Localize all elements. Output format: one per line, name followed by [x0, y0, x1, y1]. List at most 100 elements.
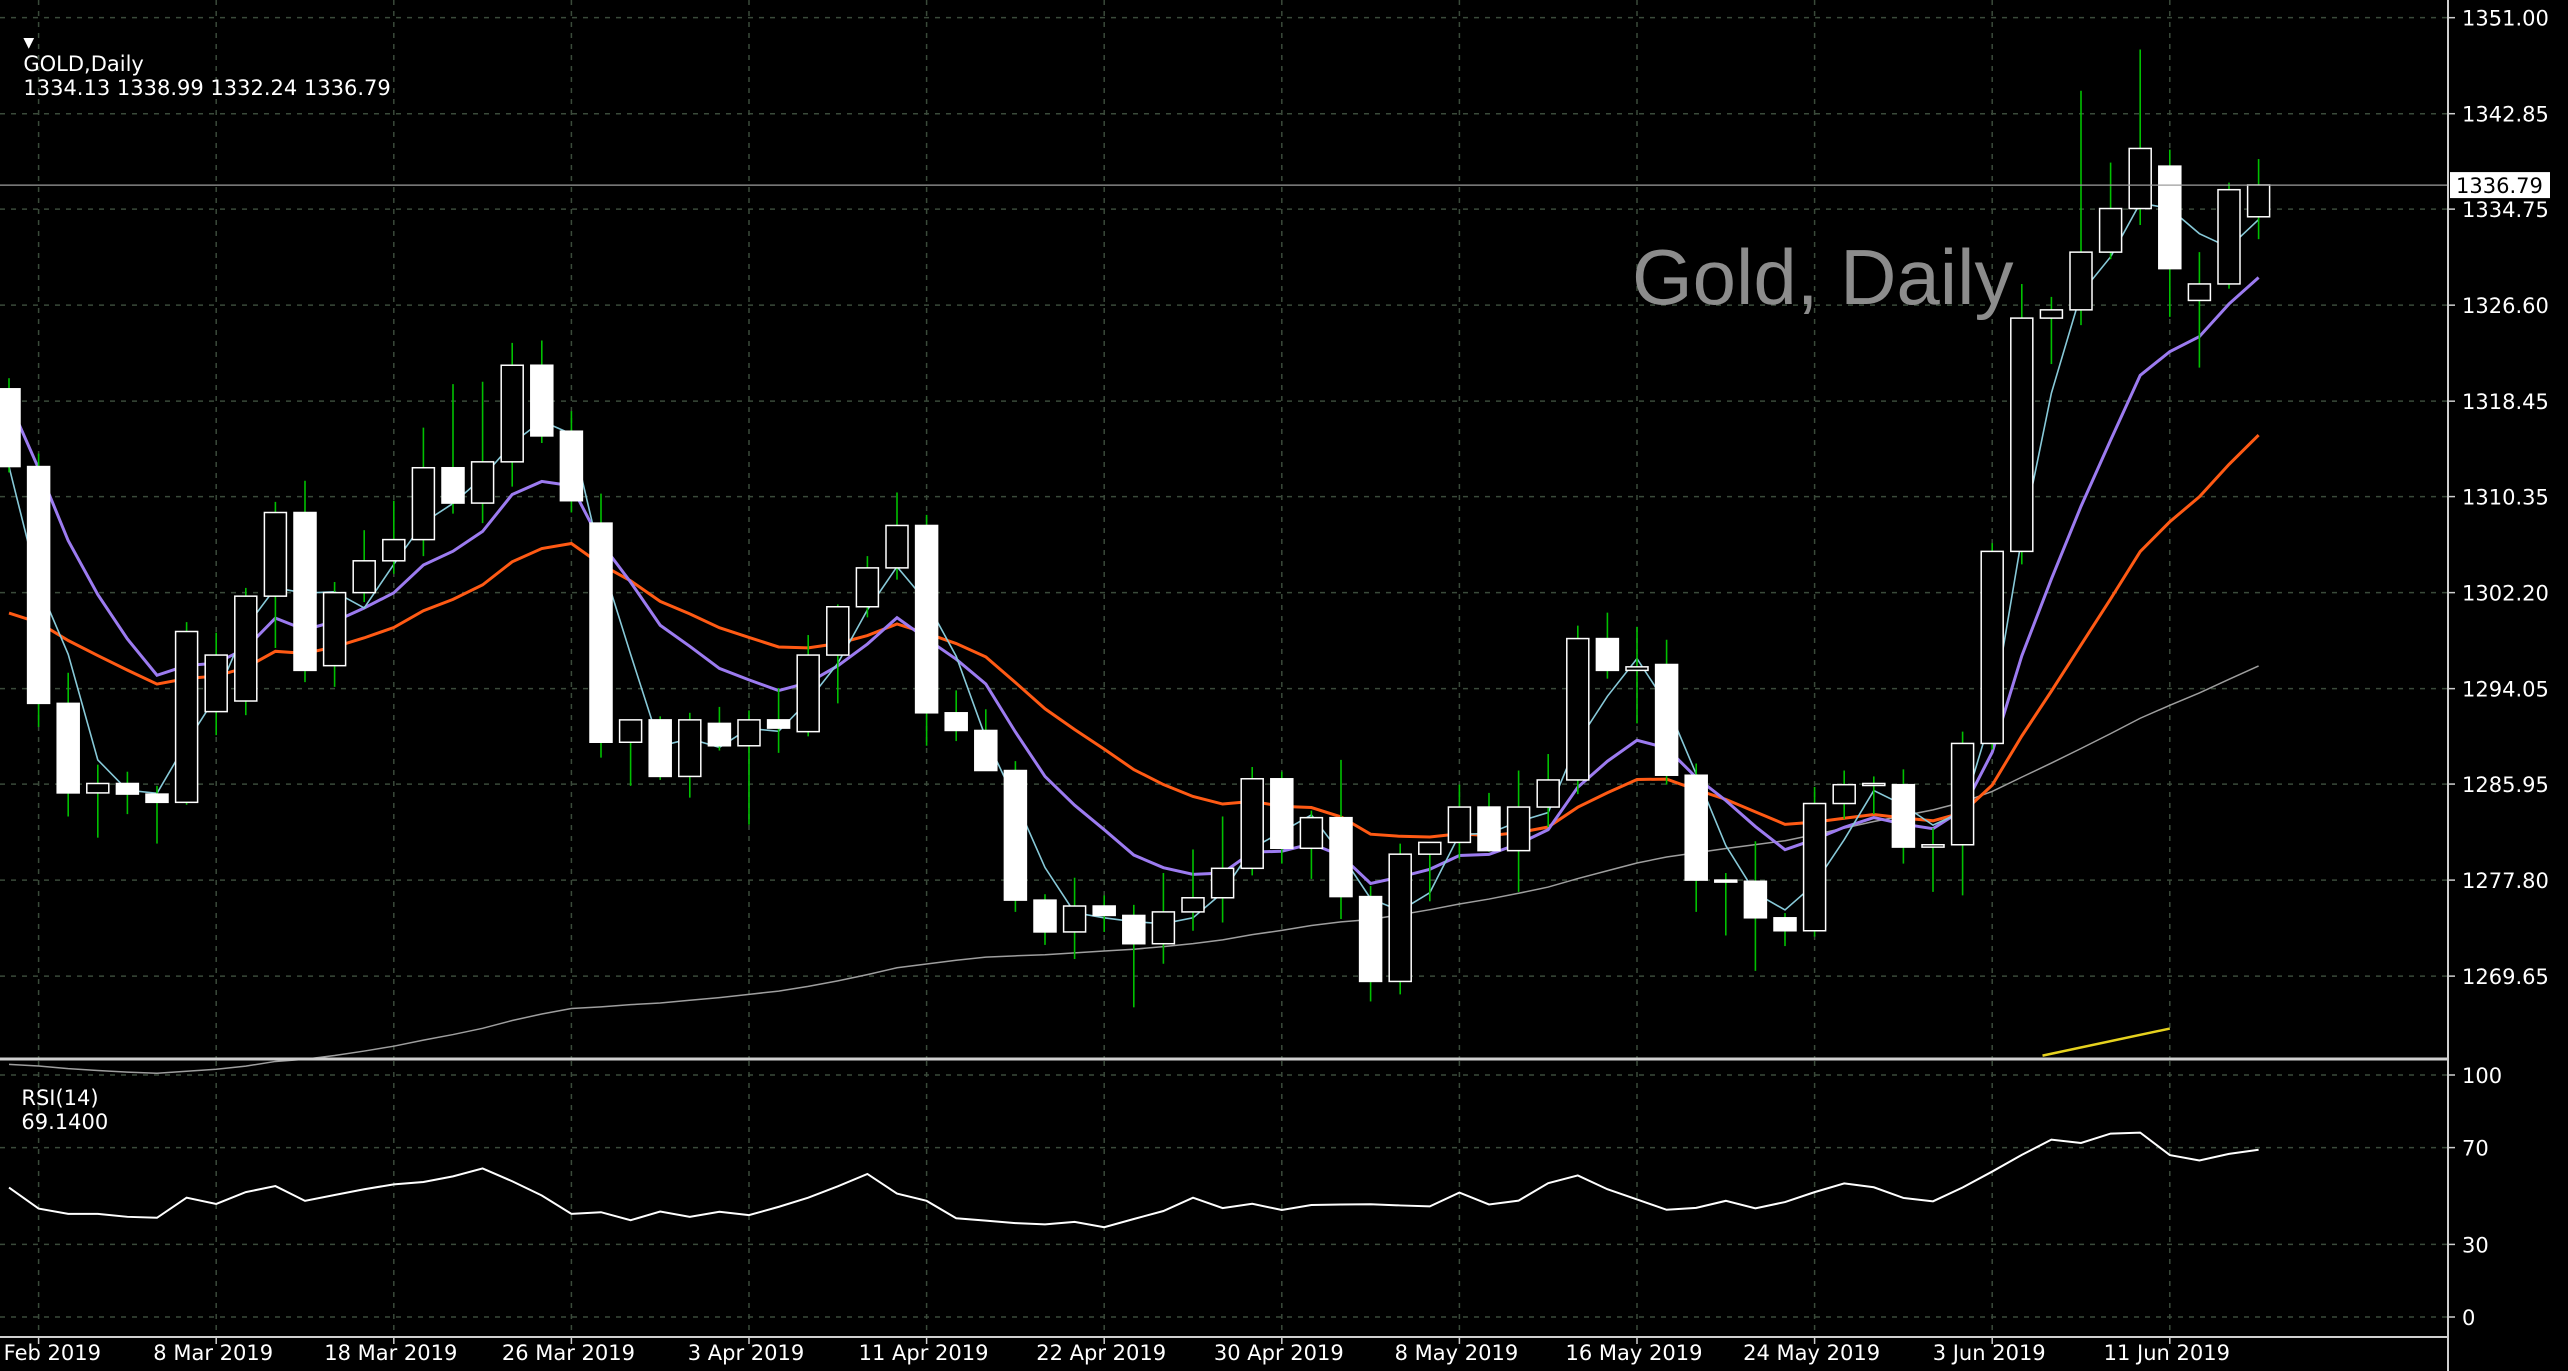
rsi-value: 69.1400 — [21, 1110, 109, 1134]
price-tick-label: 1302.20 — [2462, 582, 2549, 606]
candle — [1329, 759, 1353, 919]
price-tick-label: 1326.60 — [2462, 294, 2549, 318]
current-price-label: 1336.79 — [2456, 174, 2543, 198]
candle-body — [352, 560, 376, 594]
candle — [1210, 816, 1235, 923]
symbol-header: ▼ GOLD,Daily 1334.13 1338.99 1332.24 133… — [10, 4, 391, 100]
candle-body — [944, 712, 968, 732]
candle-body — [1240, 778, 1264, 870]
candle — [1950, 731, 1975, 896]
candle-body — [1684, 774, 1708, 881]
candle — [1240, 766, 1264, 876]
candle-body — [2098, 207, 2123, 253]
time-tick-label: 28 Feb 2019 — [0, 1341, 101, 1365]
header-dropdown-triangle-icon[interactable]: ▼ — [23, 35, 35, 51]
candle — [2158, 149, 2182, 317]
price-tick-label: 1334.75 — [2462, 198, 2549, 222]
candle — [1891, 769, 1916, 864]
candle — [441, 384, 465, 514]
candle-body — [441, 466, 465, 504]
candle-body — [500, 364, 524, 463]
candle — [974, 709, 998, 772]
candle-body — [1595, 637, 1620, 672]
candle — [2098, 162, 2123, 260]
candle — [234, 587, 258, 716]
rsi-label: RSI(14) — [21, 1086, 99, 1110]
candle — [1270, 771, 1294, 864]
rsi-tick-label: 0 — [2462, 1306, 2475, 1330]
candle — [1418, 841, 1442, 902]
symbol-timeframe-label: GOLD,Daily — [23, 52, 144, 76]
rsi-tick-label: 30 — [2462, 1233, 2489, 1257]
candle-body — [648, 719, 672, 778]
candle — [766, 688, 791, 753]
current-price-box — [2450, 172, 2550, 199]
candle — [1862, 776, 1886, 815]
ohlc-values: 1334.13 1338.99 1332.24 1336.79 — [23, 76, 391, 100]
candle-body — [1625, 666, 1649, 672]
time-tick-label: 30 Apr 2019 — [1214, 1341, 1344, 1365]
candle — [2128, 49, 2152, 226]
candle — [1299, 810, 1324, 879]
candle — [1566, 625, 1590, 795]
candle — [115, 771, 140, 815]
candle-body — [145, 793, 169, 804]
chart-watermark: Gold, Daily — [1632, 233, 2014, 321]
candle-body — [234, 595, 258, 702]
candle — [1595, 612, 1620, 679]
candle — [1714, 873, 1738, 936]
price-tick-label: 1277.80 — [2462, 869, 2549, 893]
candle-body — [322, 591, 347, 667]
candle — [1506, 770, 1531, 892]
candle-body — [1477, 806, 1501, 852]
candle — [411, 427, 436, 557]
candle-body — [26, 465, 51, 705]
candle — [1033, 894, 1057, 945]
ma-slow-line — [8, 433, 2260, 839]
candle-body — [1536, 779, 1560, 808]
rsi-header: RSI(14) 69.1400 — [8, 1062, 108, 1134]
candle-body — [2246, 184, 2271, 218]
candle — [1625, 626, 1649, 724]
time-tick-label: 26 Mar 2019 — [502, 1341, 635, 1365]
candle — [1358, 885, 1383, 1002]
candle-body — [1950, 742, 1975, 846]
candle — [1536, 754, 1560, 828]
candle — [618, 719, 643, 786]
candle — [500, 342, 524, 487]
candle-body — [1447, 806, 1472, 844]
candle-body — [1654, 663, 1679, 776]
candle-body — [1122, 914, 1146, 945]
candle-body — [56, 702, 80, 794]
rsi-tick-label: 70 — [2462, 1137, 2489, 1161]
candle — [1447, 784, 1472, 859]
time-tick-label: 18 Mar 2019 — [324, 1341, 457, 1365]
candle — [2039, 296, 2064, 365]
candle — [174, 622, 199, 805]
candle — [648, 716, 672, 780]
candle — [2246, 159, 2271, 240]
candle-body — [618, 719, 643, 743]
candle — [1832, 770, 1856, 819]
candle — [589, 493, 613, 758]
ma-yellow-line — [2042, 1027, 2171, 1057]
candle-body — [855, 567, 880, 608]
candle — [796, 635, 820, 737]
candle-body — [1003, 769, 1028, 901]
candle-body — [1181, 897, 1205, 913]
candle — [1980, 543, 2004, 750]
candle-body — [0, 388, 21, 468]
candle-body — [1714, 879, 1738, 883]
candle — [1773, 913, 1797, 947]
candle-body — [974, 729, 998, 772]
candle-body — [1388, 853, 1412, 983]
candle-body — [174, 630, 199, 804]
price-tick-label: 1351.00 — [2462, 7, 2549, 31]
candle — [1477, 792, 1501, 852]
candle-body — [1862, 782, 1886, 787]
candle-body — [1210, 867, 1235, 899]
candle-body — [2217, 188, 2241, 285]
candle-body — [86, 782, 110, 794]
candle-body — [1418, 841, 1442, 855]
